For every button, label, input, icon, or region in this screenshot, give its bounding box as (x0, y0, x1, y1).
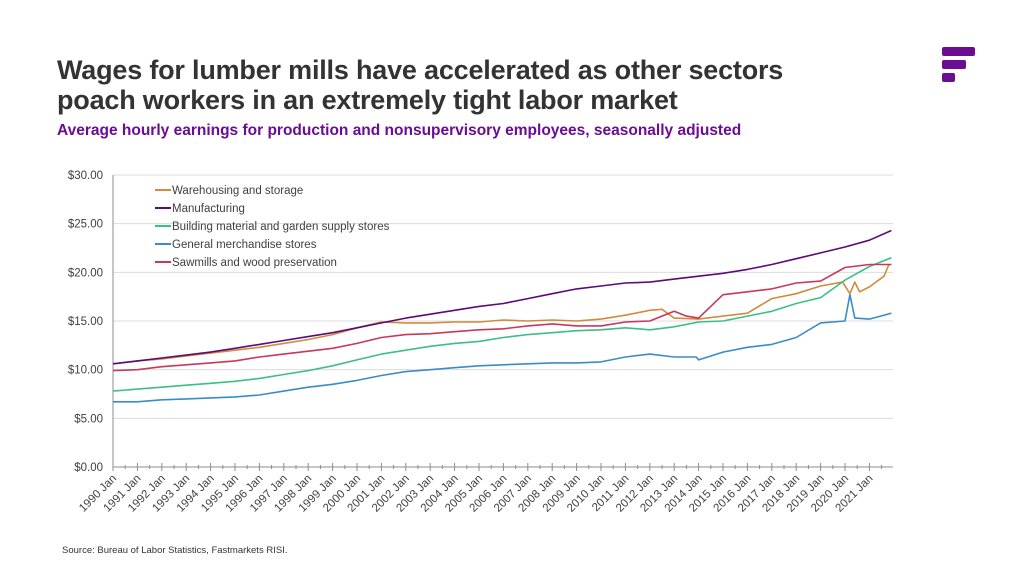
y-tick-label: $30.00 (68, 170, 103, 182)
source-note: Source: Bureau of Labor Statistics, Fast… (62, 545, 288, 556)
series-line-2 (112, 256, 892, 392)
page-subtitle: Average hourly earnings for production a… (57, 122, 742, 139)
series-lines (112, 229, 892, 403)
legend: Warehousing and storage Manufacturing Buil… (155, 185, 390, 269)
y-tick-label: $20.00 (68, 267, 103, 279)
legend-label: Sawmills and wood preservation (172, 257, 337, 269)
page-title: Wages for lumber mills have accelerated … (57, 55, 857, 115)
legend-label: Building material and garden supply stor… (172, 221, 390, 233)
fastmarkets-logo-icon (942, 47, 976, 85)
y-tick-label: $0.00 (74, 462, 103, 474)
series-line-1 (112, 229, 892, 365)
series-line-4 (112, 263, 892, 372)
y-tick-label: $5.00 (74, 413, 103, 425)
page-title-line-2: poach workers in an extremely tight labo… (57, 85, 678, 115)
legend-label: Manufacturing (172, 203, 245, 215)
y-tick-label: $25.00 (68, 219, 103, 231)
page-title-line-1: Wages for lumber mills have accelerated … (57, 55, 784, 85)
y-tick-label: $10.00 (68, 365, 103, 377)
gridlines (113, 174, 893, 419)
y-tick-label: $15.00 (68, 316, 103, 328)
series-line-3 (113, 293, 892, 403)
legend-label: General merchandise stores (172, 239, 317, 251)
series-line-0 (112, 264, 890, 365)
legend-label: Warehousing and storage (172, 185, 303, 197)
axes (112, 175, 893, 471)
y-axis-tick-labels: $0.00 $5.00 $10.00 $15.00 $20.00 $25.00 $30.00 (68, 170, 103, 474)
